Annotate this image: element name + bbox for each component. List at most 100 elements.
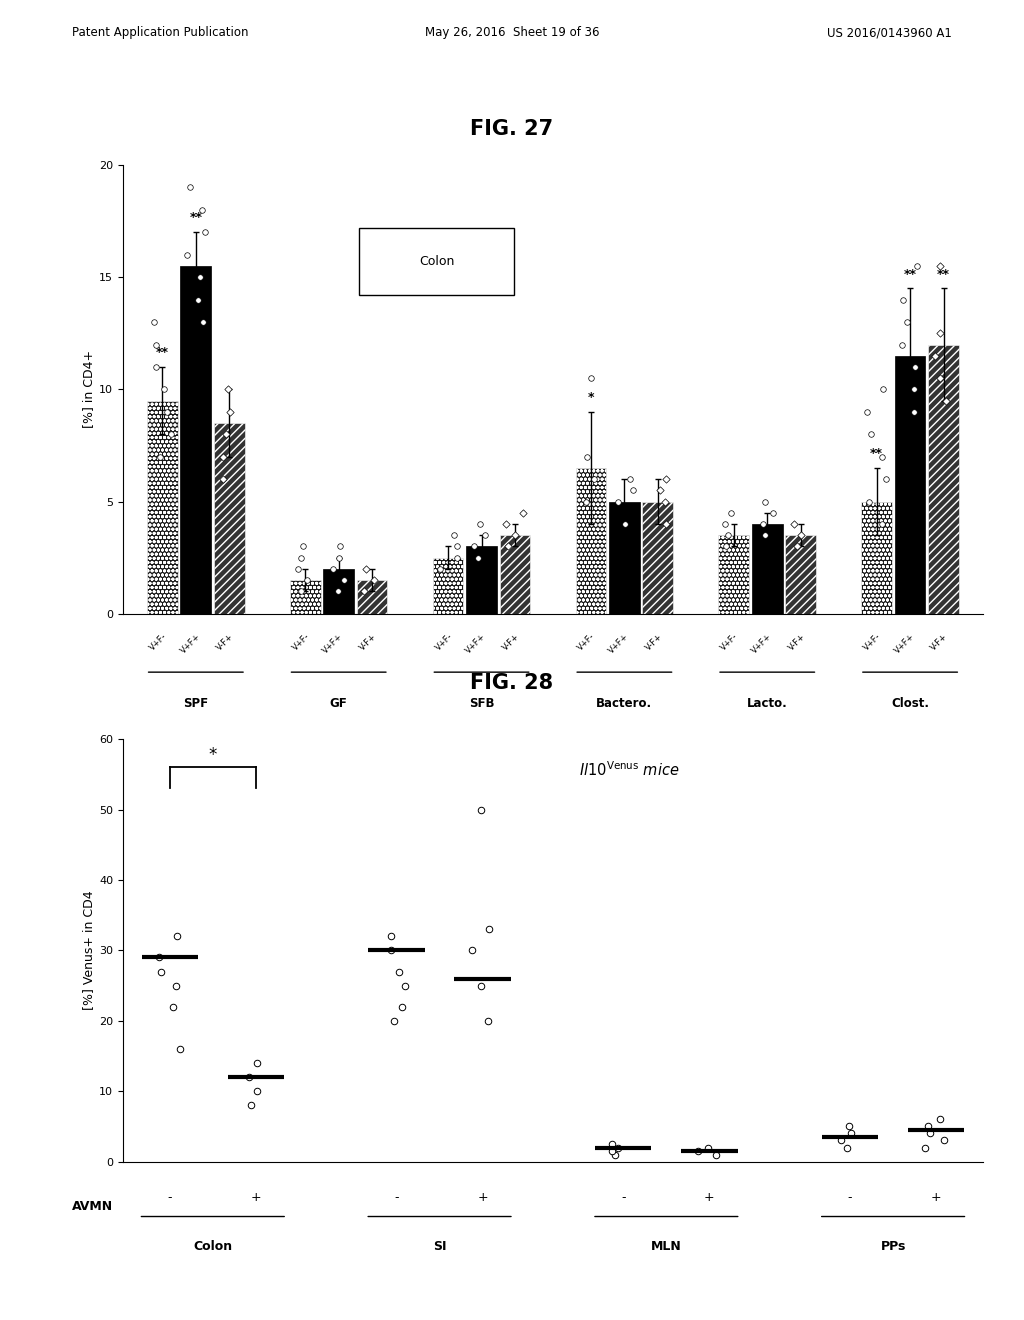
Point: [906, 401, 923, 422]
Point: [241, 1067, 257, 1088]
Point: [477, 524, 494, 546]
Point: [386, 1010, 402, 1031]
Text: V-F+: V-F+: [786, 632, 807, 652]
Point: [355, 581, 372, 602]
Text: V+F-: V+F-: [719, 632, 740, 652]
Text: PPs: PPs: [881, 1239, 906, 1253]
Point: [708, 1144, 724, 1166]
Text: +: +: [251, 1191, 261, 1204]
Point: [472, 975, 488, 997]
Text: V+F+: V+F+: [750, 632, 773, 655]
Point: [156, 379, 172, 400]
Point: [859, 401, 876, 422]
Text: Colon: Colon: [419, 255, 455, 268]
Point: [215, 469, 231, 490]
Text: Clost.: Clost.: [891, 697, 929, 710]
Point: [841, 1115, 857, 1137]
Point: [336, 570, 352, 591]
Text: MLN: MLN: [651, 1239, 682, 1253]
Point: [873, 446, 890, 467]
Point: [625, 480, 641, 502]
Point: [383, 940, 399, 961]
Point: [720, 524, 736, 546]
Point: [916, 1137, 933, 1158]
Text: *: *: [588, 391, 594, 404]
Text: SFB: SFB: [469, 697, 495, 710]
Bar: [356, 581, 387, 614]
Point: [507, 524, 523, 546]
Text: V+F-: V+F-: [577, 632, 597, 652]
Text: AVMN: AVMN: [73, 1200, 114, 1213]
Text: Bactero.: Bactero.: [596, 697, 652, 710]
Point: [366, 570, 382, 591]
Point: [249, 1052, 265, 1073]
Point: [899, 312, 915, 333]
Point: [357, 558, 374, 579]
Text: SPF: SPF: [183, 697, 209, 710]
Point: [722, 502, 738, 523]
Point: [325, 558, 341, 579]
Point: [718, 536, 734, 557]
Point: [717, 513, 733, 535]
Point: [757, 491, 773, 512]
Bar: [928, 345, 958, 614]
Point: [610, 1137, 627, 1158]
Text: V-F+: V-F+: [644, 632, 665, 652]
Text: *: *: [209, 746, 217, 764]
Text: Lacto.: Lacto.: [746, 697, 787, 710]
Point: [610, 491, 627, 512]
Point: [657, 513, 674, 535]
Point: [932, 322, 948, 343]
Point: [479, 1010, 496, 1031]
Bar: [642, 502, 673, 614]
Point: [927, 345, 943, 366]
Point: [215, 446, 231, 467]
Text: V+F+: V+F+: [322, 632, 345, 655]
Point: [191, 267, 208, 288]
Text: V+F-: V+F-: [433, 632, 455, 652]
Point: [604, 1134, 621, 1155]
Bar: [324, 569, 354, 614]
Point: [473, 799, 489, 820]
Point: [249, 1081, 265, 1102]
Text: V+F-: V+F-: [291, 632, 311, 652]
Text: **: **: [903, 268, 916, 281]
Bar: [290, 581, 321, 614]
Point: [657, 469, 674, 490]
Point: [788, 536, 805, 557]
Bar: [466, 546, 497, 614]
Point: [449, 546, 465, 568]
Point: [383, 925, 399, 946]
Point: [470, 546, 486, 568]
Point: [449, 536, 465, 557]
Point: [690, 1140, 707, 1162]
Point: [863, 424, 880, 445]
Bar: [500, 536, 530, 614]
Point: [480, 919, 497, 940]
Text: **: **: [937, 268, 950, 281]
Text: SI: SI: [433, 1239, 446, 1253]
Point: [895, 289, 911, 310]
Point: [500, 536, 516, 557]
Point: [839, 1137, 855, 1158]
Point: [874, 513, 891, 535]
Point: [168, 975, 184, 997]
Point: [938, 391, 954, 412]
Point: [604, 1140, 621, 1162]
Point: [860, 491, 877, 512]
Bar: [861, 502, 892, 614]
Bar: [785, 536, 816, 614]
Point: [894, 334, 910, 355]
Point: [580, 446, 596, 467]
Point: [920, 1115, 936, 1137]
Text: **: **: [870, 447, 883, 461]
Text: -: -: [622, 1191, 626, 1204]
Point: [165, 997, 181, 1018]
Point: [244, 1094, 260, 1115]
Point: [147, 334, 164, 355]
Bar: [433, 557, 464, 614]
Bar: [214, 422, 245, 614]
Point: [197, 222, 213, 243]
Bar: [609, 502, 640, 614]
Point: [514, 502, 530, 523]
